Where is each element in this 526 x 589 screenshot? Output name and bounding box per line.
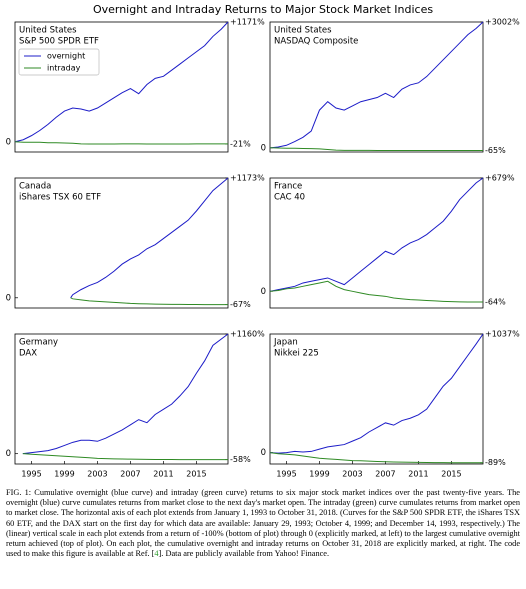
x-tick-label: 2007 — [120, 470, 140, 479]
panel-title: Canada — [19, 182, 51, 192]
plot-frame — [269, 177, 484, 309]
series-line — [22, 453, 228, 461]
panel-title: Japan — [273, 338, 298, 348]
y2-tick-label: +3002% — [485, 18, 520, 27]
y2-tick-label: +1160% — [230, 330, 265, 339]
series-line — [14, 141, 229, 145]
panel-title: United States — [19, 26, 77, 36]
series-line — [269, 21, 484, 149]
y2-tick-label: -58% — [230, 455, 251, 464]
panel-subtitle: iShares TSX 60 ETF — [19, 193, 101, 203]
panel-subtitle: DAX — [19, 349, 37, 359]
y2-tick-label: +679% — [485, 174, 515, 183]
panel-title: Germany — [19, 338, 58, 348]
series-line — [269, 452, 483, 464]
y-tick-label: 0 — [261, 143, 266, 153]
plot-frame — [269, 21, 484, 153]
panel-subtitle: S&P 500 SPDR ETF — [19, 37, 99, 47]
x-tick-label: 2011 — [153, 470, 173, 479]
y2-tick-label: +1171% — [230, 18, 265, 27]
y2-tick-label: +1173% — [230, 174, 265, 183]
caption-text-end: ]. Data are publicly available from Yaho… — [158, 549, 330, 559]
plot-frame — [14, 21, 229, 153]
y-tick-label: 0 — [6, 293, 11, 303]
plot-frame — [14, 333, 229, 465]
x-tick-label: 2015 — [441, 470, 461, 479]
y-tick-label: 0 — [6, 137, 11, 147]
series-line — [269, 280, 483, 303]
y2-tick-label: -64% — [485, 297, 506, 306]
y2-tick-label: -65% — [485, 146, 506, 155]
plot-frame — [14, 177, 229, 309]
x-tick-label: 2007 — [375, 470, 395, 479]
y2-tick-label: +1037% — [485, 330, 520, 339]
x-tick-label: 2003 — [342, 470, 362, 479]
legend-label: intraday — [47, 64, 81, 73]
y-tick-label: 0 — [6, 449, 11, 459]
series-line — [70, 297, 228, 306]
panel-subtitle: Nikkei 225 — [274, 349, 319, 359]
x-tick-label: 2011 — [408, 470, 428, 479]
series-line — [269, 177, 484, 292]
y2-tick-label: -21% — [230, 139, 251, 148]
panel-title: United States — [274, 26, 332, 36]
y-tick-label: 0 — [261, 448, 266, 458]
series-line — [269, 147, 483, 152]
x-tick-label: 1995 — [276, 470, 296, 479]
panel-subtitle: NASDAQ Composite — [274, 37, 358, 47]
y-tick-label: 0 — [261, 287, 266, 297]
caption: FIG. 1: Cumulative overnight (blue curve… — [6, 488, 520, 559]
caption-ref[interactable]: 4 — [154, 549, 159, 559]
x-tick-label: 1995 — [21, 470, 41, 479]
figure-title: Overnight and Intraday Returns to Major … — [93, 3, 433, 16]
x-tick-label: 1999 — [309, 470, 329, 479]
panel-title: France — [274, 182, 302, 192]
x-tick-label: 2015 — [186, 470, 206, 479]
series-line — [14, 21, 229, 143]
y2-tick-label: -89% — [485, 458, 506, 467]
plot-frame — [269, 333, 484, 465]
x-tick-label: 2003 — [87, 470, 107, 479]
series-line — [70, 177, 229, 299]
series-line — [22, 333, 229, 455]
legend-label: overnight — [47, 52, 85, 61]
series-line — [269, 333, 484, 454]
panel-subtitle: CAC 40 — [274, 193, 305, 203]
x-tick-label: 1999 — [54, 470, 74, 479]
figure: Overnight and Intraday Returns to Major … — [6, 3, 520, 479]
y2-tick-label: -67% — [230, 300, 251, 309]
caption-text: FIG. 1: Cumulative overnight (blue curve… — [6, 488, 520, 559]
